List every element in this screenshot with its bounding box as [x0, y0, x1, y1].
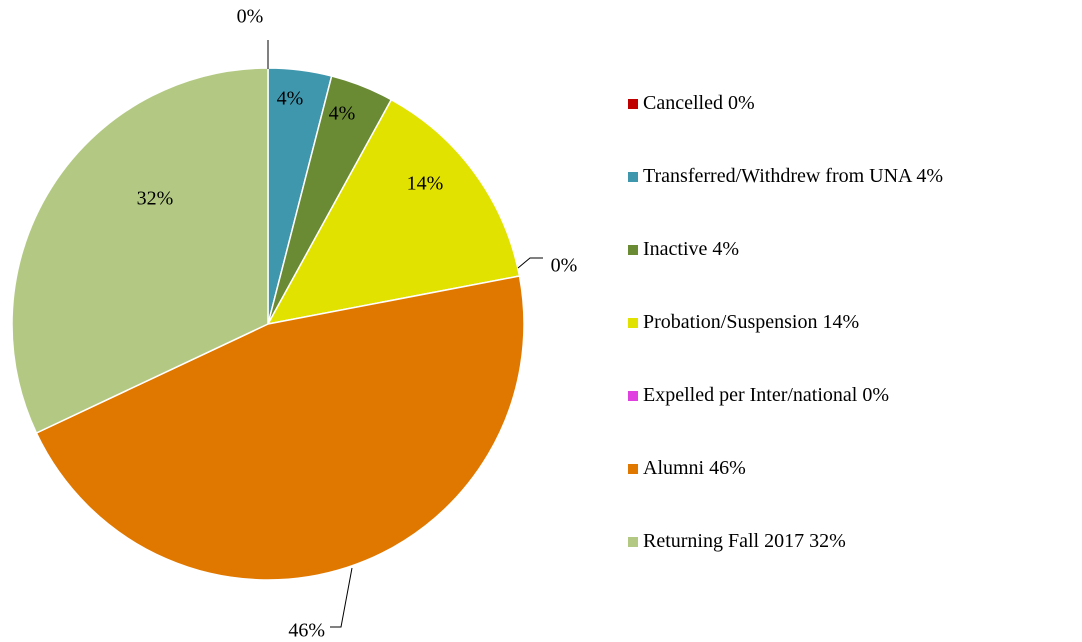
data-label: 0% [237, 6, 264, 28]
data-label: 46% [288, 620, 325, 642]
legend-value: 14% [822, 311, 859, 333]
legend-entry: Inactive 4% [643, 238, 739, 260]
pie-slice [266, 98, 521, 326]
legend-entry: Returning Fall 2017 32% [643, 530, 846, 552]
legend-entry: Probation/Suspension 14% [643, 311, 859, 333]
legend-value: 0% [728, 92, 755, 114]
legend-swatch [628, 391, 638, 401]
legend-value: 4% [712, 238, 739, 260]
data-label: 32% [137, 188, 174, 210]
pie-slice [11, 67, 269, 434]
pie-slice [35, 275, 525, 581]
legend-name: Probation/Suspension [643, 311, 817, 333]
legend-value: 0% [862, 384, 889, 406]
legend-entry: Transferred/Withdrew from UNA 4% [643, 165, 943, 187]
data-label: 4% [329, 103, 356, 125]
legend-entry: Cancelled 0% [643, 92, 755, 114]
legend-name: Expelled per Inter/national [643, 384, 858, 406]
legend-name: Cancelled [643, 92, 723, 114]
legend-value: 4% [916, 165, 943, 187]
legend-value: 32% [809, 530, 846, 552]
legend-swatch [628, 464, 638, 474]
legend-name: Returning Fall 2017 [643, 530, 804, 552]
leader-line [517, 257, 543, 269]
legend-name: Transferred/Withdrew from UNA [643, 165, 913, 187]
legend-name: Inactive [643, 238, 708, 260]
data-label: 14% [407, 173, 444, 195]
legend-swatch [628, 172, 638, 182]
legend-swatch [628, 318, 638, 328]
legend-swatch [628, 99, 638, 109]
legend-entry: Expelled per Inter/national 0% [643, 384, 889, 406]
legend-value: 46% [709, 457, 746, 479]
legend-swatch [628, 537, 638, 547]
data-label: 0% [551, 255, 578, 277]
legend-name: Alumni [643, 457, 705, 479]
data-label: 4% [277, 88, 304, 110]
leader-line [330, 567, 353, 628]
legend-entry: Alumni 46% [643, 457, 746, 479]
legend-swatch [628, 245, 638, 255]
